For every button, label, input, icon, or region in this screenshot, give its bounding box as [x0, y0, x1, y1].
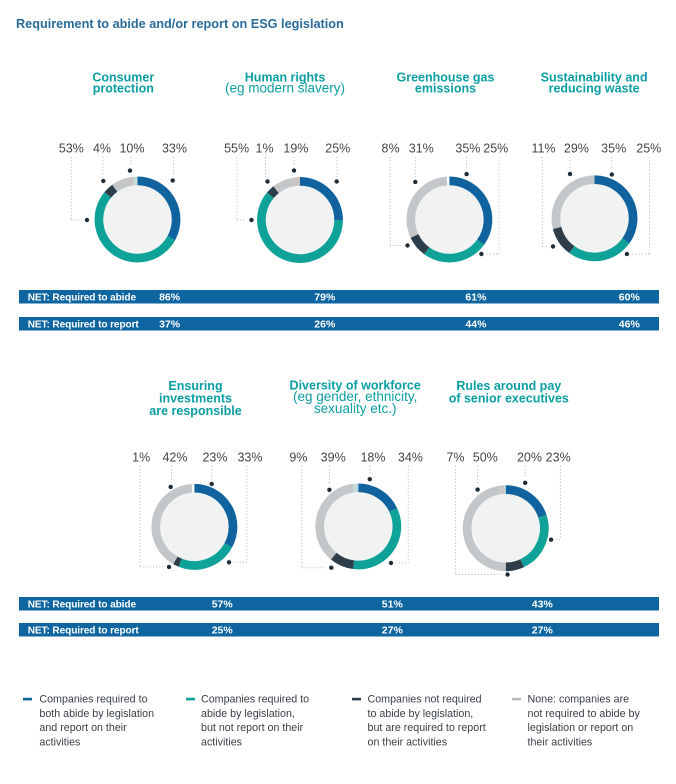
svg-text:NET: Required to abide: NET: Required to abide — [28, 293, 137, 304]
svg-text:34%: 34% — [398, 451, 423, 465]
svg-text:both abide by legislation: both abide by legislation — [39, 708, 154, 720]
svg-text:investments: investments — [159, 391, 232, 405]
svg-text:10%: 10% — [119, 142, 144, 156]
svg-text:9%: 9% — [289, 451, 307, 465]
svg-text:86%: 86% — [159, 292, 181, 304]
svg-text:42%: 42% — [162, 451, 187, 465]
svg-text:39%: 39% — [321, 451, 346, 465]
svg-text:(eg gender, ethnicity,: (eg gender, ethnicity, — [293, 389, 417, 404]
svg-text:26%: 26% — [314, 319, 336, 331]
svg-text:27%: 27% — [382, 625, 404, 637]
svg-text:Ensuring: Ensuring — [168, 379, 222, 393]
svg-text:activities: activities — [39, 737, 80, 749]
svg-text:46%: 46% — [619, 319, 641, 331]
svg-text:79%: 79% — [314, 292, 336, 304]
svg-text:23%: 23% — [202, 451, 227, 465]
svg-text:and report on their: and report on their — [39, 722, 127, 734]
svg-text:50%: 50% — [473, 451, 498, 465]
svg-text:37%: 37% — [159, 319, 181, 331]
svg-text:20%: 20% — [517, 451, 542, 465]
svg-text:Sustainability and: Sustainability and — [541, 71, 648, 85]
svg-text:25%: 25% — [636, 142, 661, 156]
svg-text:27%: 27% — [532, 625, 554, 637]
svg-text:not required to abide by: not required to abide by — [528, 708, 641, 720]
svg-text:sexuality etc.): sexuality etc.) — [314, 401, 397, 416]
svg-text:35%: 35% — [455, 142, 480, 156]
svg-text:29%: 29% — [564, 142, 589, 156]
svg-text:NET: Required to abide: NET: Required to abide — [28, 600, 137, 611]
svg-text:51%: 51% — [382, 599, 404, 611]
svg-text:57%: 57% — [212, 599, 234, 611]
svg-text:Rules around pay: Rules around pay — [456, 379, 561, 393]
svg-text:legislation or report on: legislation or report on — [528, 722, 634, 734]
svg-text:25%: 25% — [483, 142, 508, 156]
svg-text:NET: Required to report: NET: Required to report — [28, 320, 140, 331]
svg-text:11%: 11% — [531, 142, 555, 156]
svg-text:23%: 23% — [546, 451, 571, 465]
svg-text:to abide by legislation,: to abide by legislation, — [368, 708, 474, 720]
svg-text:33%: 33% — [162, 142, 187, 156]
svg-text:activities: activities — [201, 737, 242, 749]
svg-text:emissions: emissions — [415, 82, 476, 96]
svg-text:Greenhouse gas: Greenhouse gas — [397, 71, 495, 85]
svg-text:53%: 53% — [59, 142, 84, 156]
svg-text:Companies required to: Companies required to — [201, 694, 309, 706]
svg-text:44%: 44% — [465, 319, 487, 331]
svg-text:1%: 1% — [132, 451, 150, 465]
svg-text:NET: Required to report: NET: Required to report — [28, 626, 140, 637]
svg-text:(eg modern slavery): (eg modern slavery) — [225, 81, 345, 96]
svg-text:25%: 25% — [325, 142, 350, 156]
svg-text:but are required to report: but are required to report — [368, 722, 486, 734]
svg-text:18%: 18% — [360, 451, 385, 465]
svg-text:on their activities: on their activities — [368, 737, 448, 749]
svg-text:31%: 31% — [409, 142, 434, 156]
svg-text:55%: 55% — [224, 142, 249, 156]
svg-text:Consumer: Consumer — [92, 71, 154, 85]
svg-text:but not report on their: but not report on their — [201, 722, 304, 734]
svg-text:1%: 1% — [256, 142, 274, 156]
svg-text:25%: 25% — [212, 625, 234, 637]
svg-text:Requirement to abide and/or re: Requirement to abide and/or report on ES… — [16, 17, 344, 31]
svg-text:Companies required to: Companies required to — [39, 694, 147, 706]
svg-text:Companies not required: Companies not required — [368, 694, 482, 706]
svg-text:None: companies are: None: companies are — [528, 694, 630, 706]
svg-text:8%: 8% — [382, 142, 400, 156]
svg-text:35%: 35% — [601, 142, 626, 156]
svg-text:their activities: their activities — [528, 737, 593, 749]
svg-text:Diversity of workforce: Diversity of workforce — [290, 379, 421, 393]
svg-text:60%: 60% — [619, 292, 641, 304]
svg-text:43%: 43% — [532, 599, 554, 611]
svg-text:of senior executives: of senior executives — [449, 392, 569, 406]
svg-text:61%: 61% — [465, 292, 487, 304]
svg-text:abide by legislation,: abide by legislation, — [201, 708, 295, 720]
svg-text:7%: 7% — [446, 451, 464, 465]
svg-text:33%: 33% — [237, 451, 262, 465]
svg-text:4%: 4% — [93, 142, 111, 156]
svg-text:are responsible: are responsible — [149, 404, 241, 418]
svg-text:reducing waste: reducing waste — [549, 82, 640, 96]
svg-text:Human rights: Human rights — [245, 71, 326, 85]
svg-text:protection: protection — [93, 82, 154, 96]
svg-text:19%: 19% — [283, 142, 308, 156]
